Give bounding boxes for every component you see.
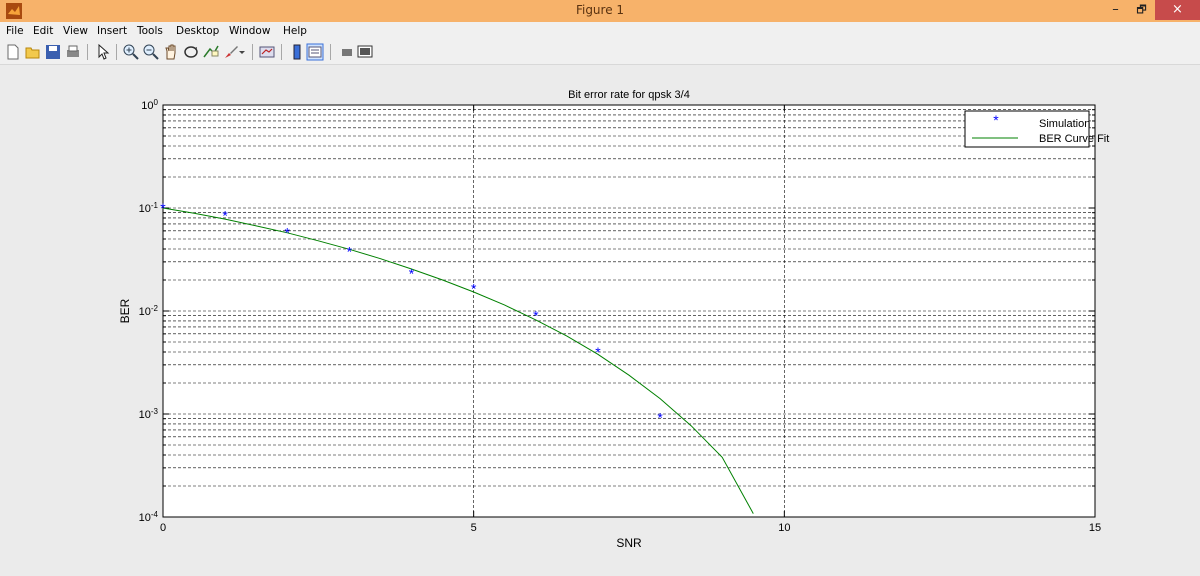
simulation-point: * — [533, 308, 539, 324]
figure-toolbar — [0, 40, 1200, 65]
legend-label-simulation: Simulation — [1039, 118, 1090, 130]
link-plot-icon[interactable] — [258, 43, 276, 61]
show-plot-tools-icon[interactable] — [356, 43, 374, 61]
chart-title: Bit error rate for qpsk 3/4 — [568, 89, 690, 101]
x-tick-label: 10 — [778, 522, 790, 534]
minimize-button[interactable]: – — [1112, 2, 1119, 17]
y-tick-label: 10-4 — [139, 510, 159, 525]
simulation-point: * — [347, 243, 353, 259]
y-tick-label: 10-2 — [139, 304, 159, 319]
new-figure-icon[interactable] — [4, 43, 22, 61]
legend[interactable]: * Simulation BER Curve Fit — [964, 110, 1109, 148]
menu-window[interactable]: Window — [229, 25, 271, 37]
maximize-button[interactable]: 🗗 — [1136, 3, 1147, 16]
y-axis-label: BER — [118, 298, 132, 323]
x-tick-label: 15 — [1089, 522, 1101, 534]
menu-file[interactable]: File — [6, 25, 24, 37]
simulation-point: * — [471, 281, 477, 297]
simulation-point: * — [657, 410, 663, 426]
rotate-3d-icon[interactable] — [182, 43, 200, 61]
ber-chart[interactable]: 0 5 10 15 100 10-1 10-2 10-3 10-4 * * * * * * * * * Bit … — [0, 65, 1200, 571]
pointer-icon[interactable] — [94, 43, 112, 61]
curve-fit-layer — [162, 207, 754, 514]
menu-insert[interactable]: Insert — [97, 25, 128, 37]
pan-icon[interactable] — [162, 43, 180, 61]
legend-label-curve-fit: BER Curve Fit — [1039, 133, 1109, 145]
toolbar-separator — [252, 44, 253, 60]
data-cursor-icon[interactable] — [202, 43, 220, 61]
toolbar-separator — [281, 44, 282, 60]
menu-view[interactable]: View — [63, 25, 88, 37]
legend-icon[interactable] — [306, 43, 324, 61]
ber-curve-fit-line — [162, 207, 754, 514]
figure-canvas: 0 5 10 15 100 10-1 10-2 10-3 10-4 * * * * * * * * * Bit … — [0, 65, 1200, 571]
menu-edit[interactable]: Edit — [33, 25, 54, 37]
grid-lines — [163, 105, 1095, 517]
zoom-in-icon[interactable] — [122, 43, 140, 61]
chevron-down-icon[interactable] — [238, 43, 246, 61]
x-tick-label: 0 — [160, 522, 166, 534]
simulation-point: * — [595, 344, 601, 360]
y-tick-label: 10-3 — [139, 407, 159, 422]
axis-ticks: 0 5 10 15 100 10-1 10-2 10-3 10-4 — [139, 98, 1102, 535]
brush-icon[interactable] — [222, 43, 240, 61]
hide-plot-tools-icon[interactable] — [338, 43, 356, 61]
toolbar-separator — [87, 44, 88, 60]
window-title: Figure 1 — [575, 3, 625, 17]
simulation-point: * — [285, 224, 291, 240]
legend-marker-simulation: * — [993, 112, 999, 128]
simulation-point: * — [222, 207, 228, 223]
toolbar-separator — [116, 44, 117, 60]
menu-tools[interactable]: Tools — [137, 25, 163, 37]
simulation-point: * — [160, 200, 166, 216]
legend-box — [964, 110, 1090, 148]
x-tick-label: 5 — [471, 522, 477, 534]
print-icon[interactable] — [64, 43, 82, 61]
x-axis-label: SNR — [616, 536, 642, 550]
open-file-icon[interactable] — [24, 43, 42, 61]
menu-desktop[interactable]: Desktop — [176, 25, 220, 37]
close-button[interactable]: × — [1155, 0, 1200, 20]
save-icon[interactable] — [44, 43, 62, 61]
menu-bar: File Edit View Insert Tools Desktop Wind… — [0, 22, 1200, 40]
colorbar-icon[interactable] — [288, 43, 306, 61]
toolbar-separator — [330, 44, 331, 60]
zoom-out-icon[interactable] — [142, 43, 160, 61]
window-title-bar: Figure 1 – 🗗 × — [0, 0, 1200, 22]
simulation-points-layer: * * * * * * * * * — [160, 200, 663, 426]
y-tick-label: 10-1 — [139, 201, 159, 216]
y-tick-label: 100 — [141, 98, 158, 113]
simulation-point: * — [409, 266, 415, 282]
matlab-icon — [6, 3, 22, 19]
menu-help[interactable]: Help — [283, 25, 307, 37]
